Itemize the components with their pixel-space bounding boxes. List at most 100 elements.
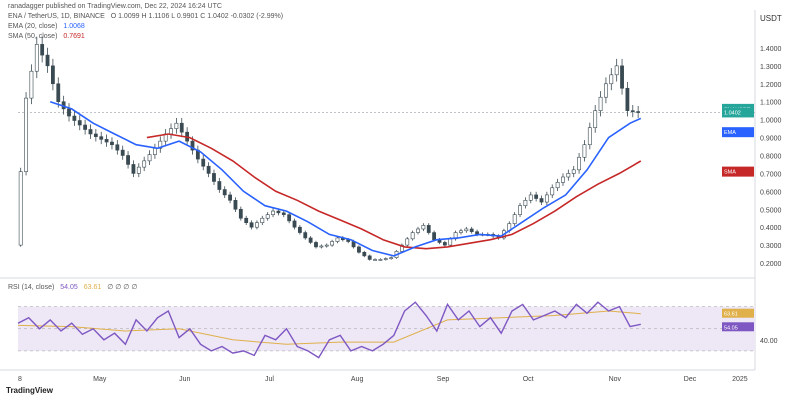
candle-body [169, 128, 173, 135]
candle-body [287, 214, 292, 222]
time-tick-label: Jul [265, 376, 274, 383]
candle-body [18, 171, 23, 246]
candle-body [142, 160, 147, 168]
candle-body [373, 259, 377, 261]
candle-body [115, 144, 120, 151]
candle-body [550, 187, 555, 196]
last-price-badge-text: 1.0402 [724, 110, 741, 116]
candle-body [104, 139, 109, 143]
candle-body [566, 173, 571, 178]
candle-body [378, 259, 383, 261]
candle-body [555, 182, 560, 189]
candle-body [544, 194, 549, 203]
candle-body [303, 232, 308, 239]
candle-body [636, 111, 641, 113]
candle-body [620, 65, 624, 89]
candle-body [45, 54, 50, 67]
candle-body [448, 238, 453, 246]
candle-body [432, 232, 437, 241]
candle-body [593, 110, 598, 128]
candle-body [335, 237, 340, 242]
candle-body [426, 225, 431, 233]
sma-badge [722, 166, 754, 177]
candle-body [367, 255, 372, 260]
symbol-header: ENA / TetherUS, 1D, BINANCE O 1.0099 H 1… [8, 13, 287, 20]
candle-body [421, 225, 426, 230]
candle-body [201, 158, 206, 167]
ema-value: 1.0068 [63, 23, 85, 30]
candle-body [383, 258, 388, 260]
candle-body [244, 217, 249, 224]
candle-body [582, 144, 587, 158]
candle-body [56, 83, 61, 103]
candle-body [233, 199, 238, 210]
price-tick-label: 1.1000 [760, 100, 782, 107]
candle-body [249, 222, 254, 228]
candle-body [587, 127, 592, 146]
candle-body [67, 108, 71, 117]
time-tick-label: Dec [684, 376, 697, 383]
sma-label: SMA (50, close) [8, 33, 58, 40]
candle-body [174, 122, 179, 129]
candle-body [314, 242, 318, 248]
candle-body [271, 210, 275, 215]
ema-badge [722, 127, 754, 138]
candle-body [561, 176, 565, 183]
candle-body [147, 154, 152, 162]
candle-body [410, 232, 415, 240]
candle-body [604, 83, 608, 98]
last-price-badge [722, 107, 754, 118]
price-tick-label: 0.5000 [760, 207, 782, 214]
price-tick-label: 0.8000 [760, 153, 782, 160]
candle-body [577, 156, 581, 171]
candle-body [228, 194, 232, 201]
rsi-ma-value: 63.61 [83, 284, 102, 291]
price-tick-label: 0.4000 [760, 225, 782, 232]
candle-body [464, 228, 469, 232]
time-tick-label: Aug [351, 376, 364, 383]
price-tick-label: 0.9000 [760, 136, 782, 143]
candle-body [539, 198, 544, 203]
tradingview-logo: TradingView [6, 386, 53, 395]
candle-body [571, 169, 576, 174]
candle-body [357, 246, 361, 253]
rsi-value: 54.05 [60, 284, 78, 291]
price-tick-label: 0.3000 [760, 243, 782, 250]
candle-body [83, 124, 88, 130]
rsi-line [17, 301, 641, 359]
candle-body [330, 241, 335, 246]
price-tick-label: 0.2000 [760, 261, 782, 268]
quote-unit: USDT [760, 14, 782, 23]
candle-body [319, 245, 324, 248]
candle-body [179, 122, 184, 133]
price-tick-label: 1.0000 [760, 118, 782, 125]
time-tick-label: 8 [18, 376, 22, 383]
price-tick-label: 0.6000 [760, 189, 782, 196]
candle-body [88, 129, 93, 135]
rsi-badge [722, 322, 754, 332]
candle-body [405, 238, 410, 246]
candle-body [534, 194, 539, 199]
ema-legend: EMA (20, close) 1.0068 [8, 23, 89, 30]
candle-body [190, 140, 195, 151]
sma-badge-text: SMA [724, 170, 736, 176]
rsi-extra: ∅ ∅ ∅ ∅ [107, 284, 138, 291]
candle-body [131, 164, 136, 174]
candle-body [136, 166, 141, 174]
candle-body [40, 44, 45, 56]
price-tick-label: 0.7000 [760, 171, 782, 178]
candle-body [442, 242, 447, 246]
candle-body [153, 148, 157, 155]
candle-body [281, 212, 286, 215]
candle-body [217, 181, 222, 190]
candle-body [609, 74, 614, 85]
candle-body [93, 133, 98, 137]
candle-body [77, 120, 82, 126]
candle-body [630, 110, 635, 112]
time-tick-label: Oct [523, 376, 534, 383]
candle-body [265, 214, 270, 219]
time-tick-label: Nov [609, 376, 622, 383]
sma-line [146, 133, 642, 250]
ema-line [49, 100, 642, 257]
